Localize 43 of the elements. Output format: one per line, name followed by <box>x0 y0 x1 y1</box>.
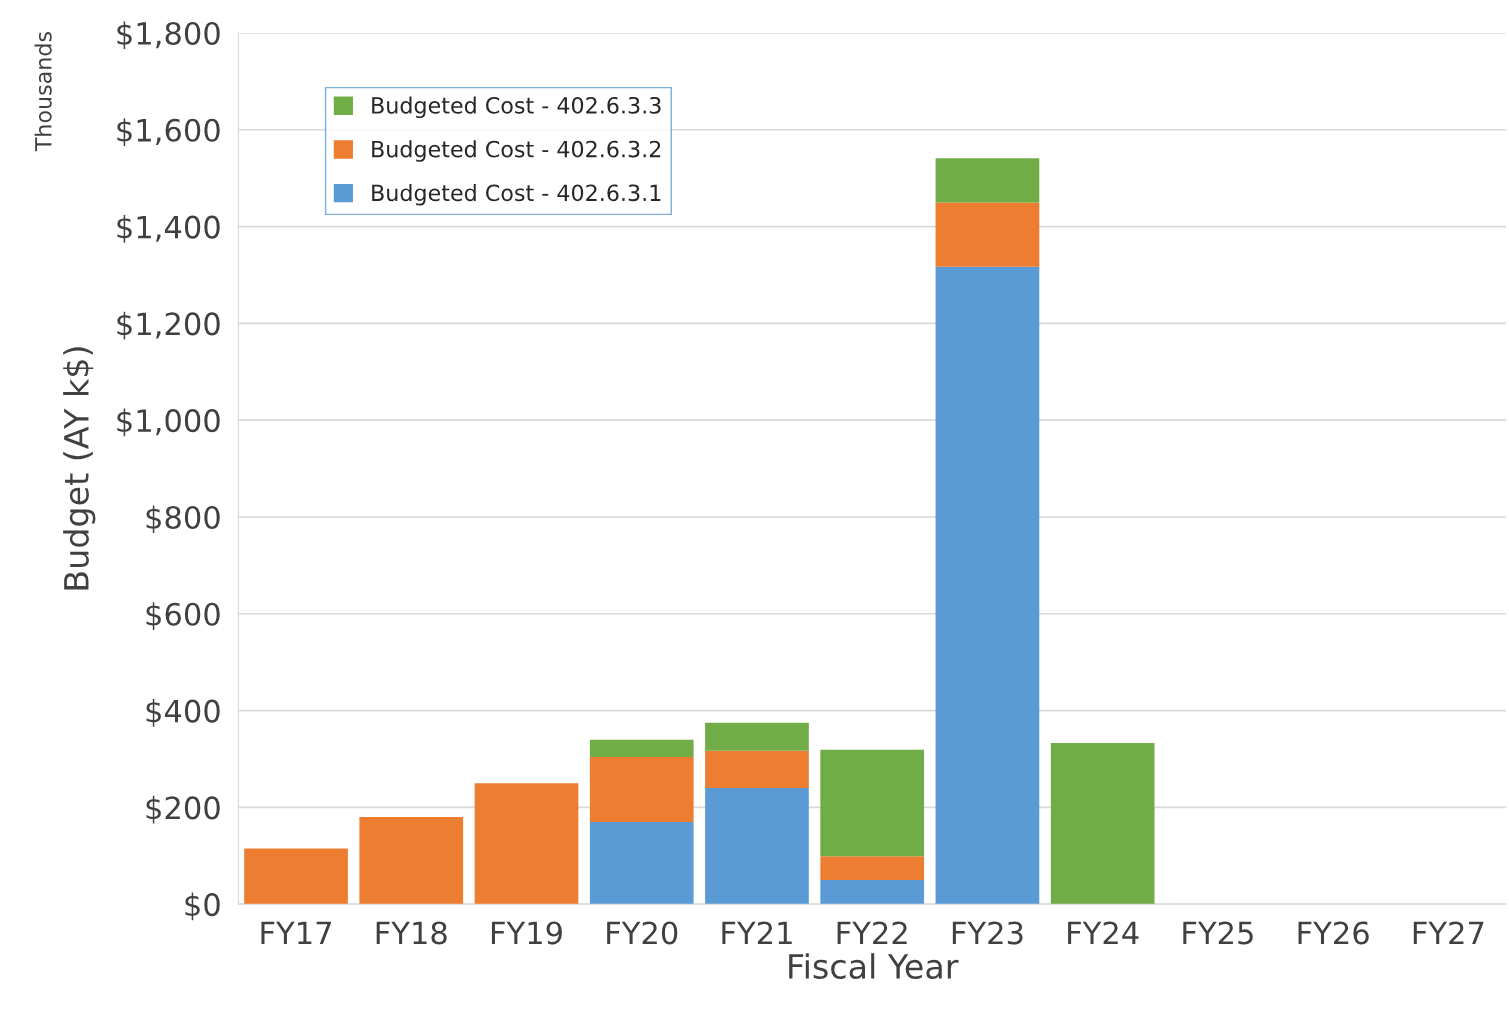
y-tick-label: $0 <box>185 892 220 921</box>
bar <box>705 750 809 789</box>
bar <box>705 722 809 751</box>
bar <box>820 856 925 880</box>
bar <box>359 817 464 905</box>
y-axis-title: Budget (AY k$) <box>63 347 96 590</box>
y-tick-label: $1,600 <box>117 118 220 146</box>
bar <box>935 266 1040 905</box>
x-axis-title: Fiscal Year <box>789 953 959 980</box>
y-tick-label: $1,400 <box>117 214 220 243</box>
y-tick-label: $1,200 <box>117 311 220 340</box>
x-tick-label: FY25 <box>1183 921 1253 945</box>
bar <box>244 848 348 905</box>
y-tick-label: $800 <box>146 505 220 534</box>
bar <box>935 202 1040 267</box>
bar <box>589 757 694 822</box>
bar <box>589 739 694 758</box>
x-tick-label: FY21 <box>722 921 792 945</box>
bar <box>820 749 925 857</box>
bar <box>589 821 694 905</box>
bar <box>705 788 809 905</box>
y-tick-label: $1,000 <box>117 408 220 437</box>
y-tick-label: $600 <box>146 602 220 630</box>
y-tick-label: $200 <box>146 795 220 824</box>
text: Thousands <box>34 32 52 152</box>
legend-label: Budgeted Cost - 402.6.3.2 <box>372 140 661 162</box>
x-tick-label: FY19 <box>491 921 562 945</box>
legend-label: Budgeted Cost - 402.6.3.3 <box>372 96 661 119</box>
y-tick-label: $1,800 <box>117 21 220 50</box>
bar <box>474 783 579 905</box>
x-tick-label: FY26 <box>1298 921 1369 945</box>
x-tick-label: FY22 <box>837 921 907 945</box>
x-tick-label: FY20 <box>607 921 678 945</box>
x-tick-label: FY23 <box>952 921 1023 945</box>
bar <box>820 879 925 905</box>
legend-label: Budgeted Cost - 402.6.3.1 <box>372 184 661 206</box>
x-tick-label: FY24 <box>1068 921 1139 945</box>
bar <box>935 158 1040 203</box>
bar <box>1050 743 1155 905</box>
x-tick-label: FY17 <box>261 921 331 945</box>
x-tick-label: FY27 <box>1413 921 1484 945</box>
x-tick-label: FY18 <box>376 921 447 945</box>
y-tick-label: $400 <box>146 698 220 727</box>
